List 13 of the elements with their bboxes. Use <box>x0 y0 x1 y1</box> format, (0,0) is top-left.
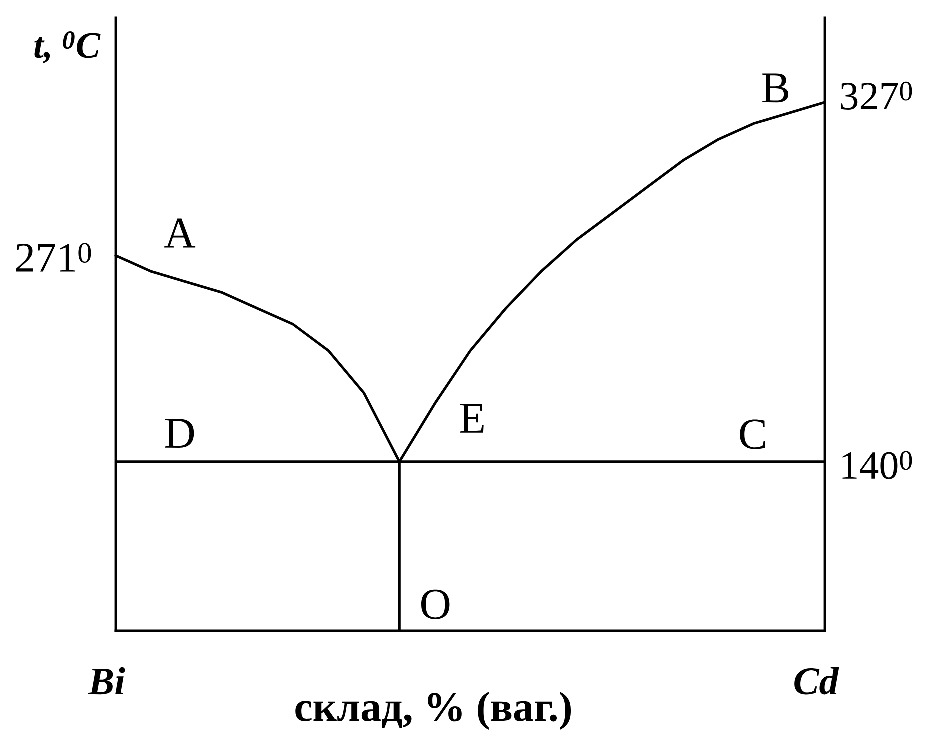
x-axis-title: склад, % (ваг.) <box>296 692 572 730</box>
annotation: O <box>422 590 450 620</box>
annotation: D <box>165 419 194 448</box>
annotation: A <box>164 218 196 248</box>
x-tick-label: Cd <box>794 667 840 695</box>
x-tick-label: Bi <box>88 667 126 695</box>
annotation: E <box>460 404 484 433</box>
annotation: B <box>762 74 789 103</box>
annotation: 140$^{0}$ <box>842 451 912 480</box>
annotation: 327$^{0}$ <box>841 82 912 110</box>
annotation: 271$^{0}$ <box>16 243 92 272</box>
y-axis-title: t, $^{0}$C <box>34 32 101 64</box>
annotation: C <box>740 420 766 450</box>
